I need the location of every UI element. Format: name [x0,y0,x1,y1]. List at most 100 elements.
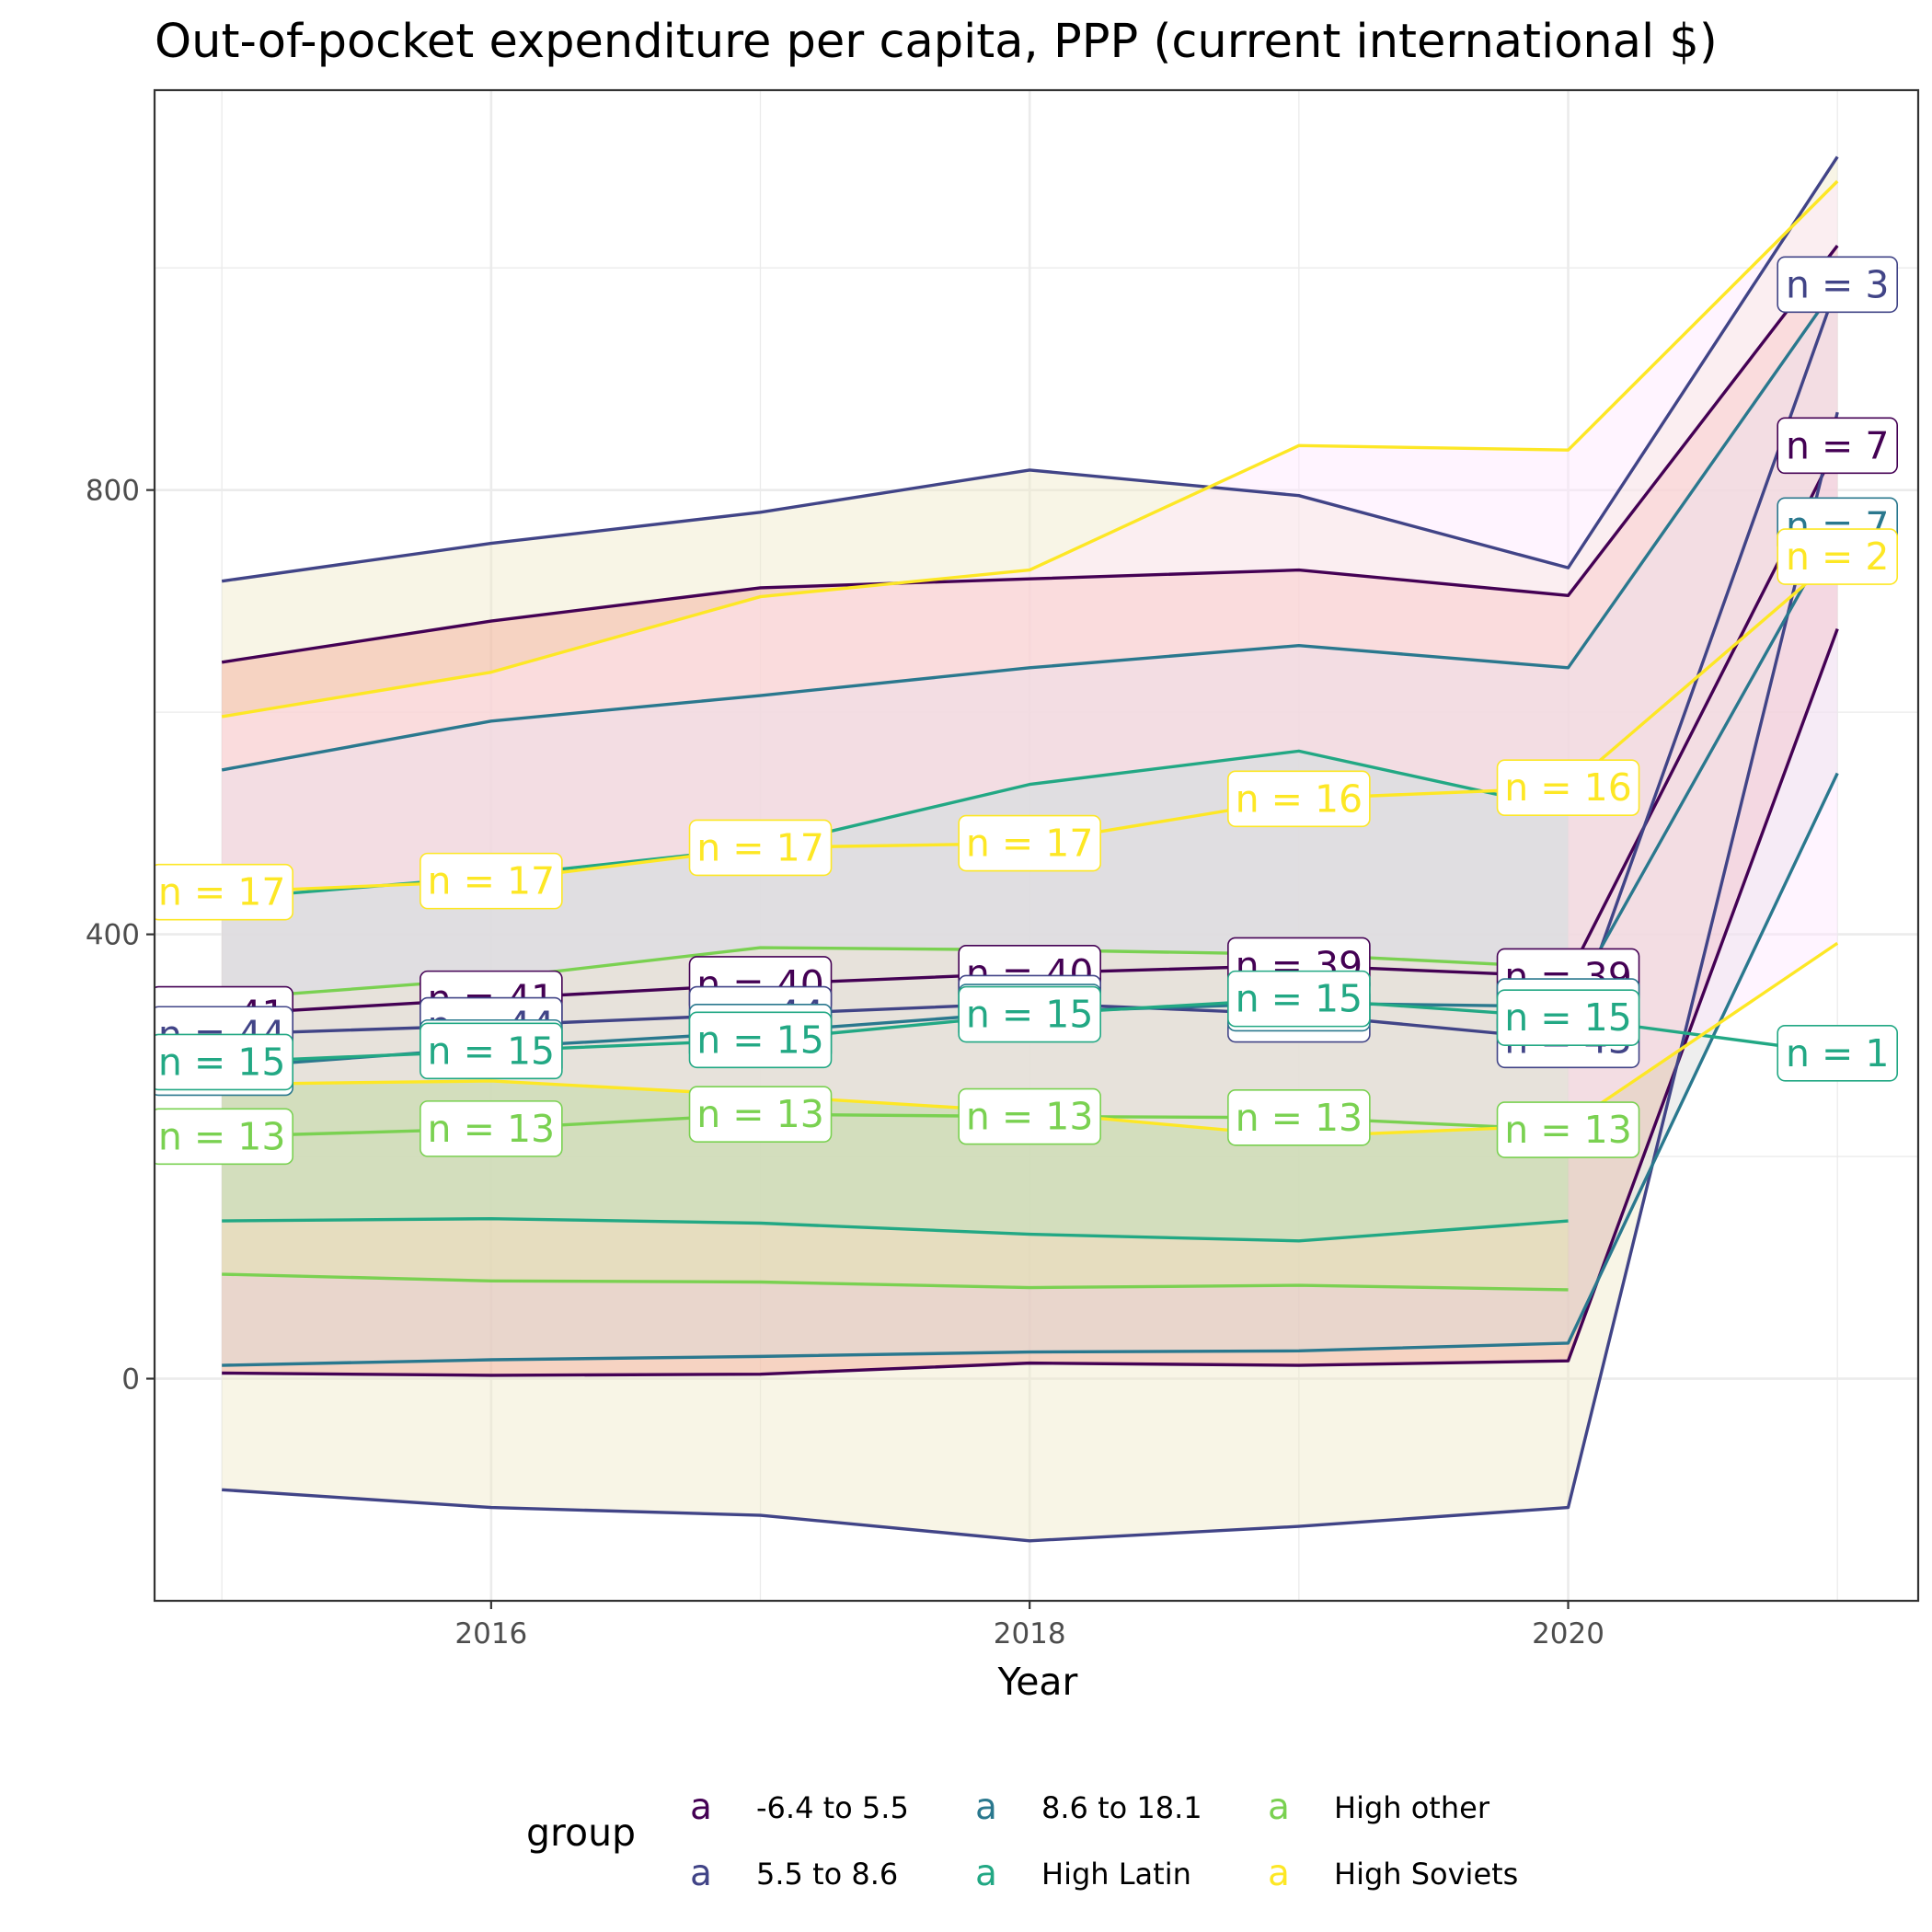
n-label: n = 17 [420,852,563,910]
lower-line-5-5-to-8-6 [222,411,1839,1543]
legend-label: High Latin [1041,1857,1191,1892]
n-label: n = 3 [1777,256,1898,314]
n-label: n = 17 [688,819,833,877]
y-axis-ticks: 0 400 800 [86,475,155,1397]
n-label-text: n = 17 [966,822,1094,866]
legend-label: -6.4 to 5.5 [756,1790,909,1825]
n-label-text: n = 15 [696,1018,824,1062]
n-label-text: n = 3 [1786,262,1890,306]
chart-title: Out-of-pocket expenditure per capita, PP… [155,15,1718,69]
n-label-box [1496,989,1640,1046]
n-label-text: n = 17 [428,859,556,903]
n-label-box [1496,1101,1640,1158]
n-label: n = 17 [155,863,293,921]
n-label-box [155,1033,293,1091]
legend-label: High Soviets [1334,1857,1518,1892]
n-label-box [1227,1089,1371,1146]
n-label-box [1496,759,1640,817]
n-label-text: n = 17 [158,870,286,914]
n-label: n = 13 [155,1108,293,1166]
n-label: n = 13 [1227,1089,1371,1146]
n-label-group: n = 41n = 41n = 40n = 40n = 39n = 39n = … [155,256,1898,1166]
lower-line-high-other [222,1272,1569,1292]
n-label-text: n = 15 [1236,977,1363,1021]
upper-line-8-6-to-18-1 [221,283,1839,772]
n-label: n = 13 [688,1086,833,1143]
y-tick-label: 400 [86,919,140,952]
n-label-box [1777,1024,1898,1082]
n-label: n = 13 [958,1087,1101,1145]
n-label-box [958,985,1101,1043]
legend-key-glyph: a [690,1853,712,1894]
n-label: n = 15 [958,985,1101,1043]
n-label: n = 2 [1777,528,1898,585]
n-label-text: n = 1 [1786,1031,1890,1075]
legend: group a -6.4 to 5.5 a 5.5 to 8.6 a 8.6 to 18.… [526,1787,1518,1894]
n-label: n = 15 [155,1033,293,1091]
upper-line-5-5-to-8-6 [221,155,1839,583]
legend-label: 8.6 to 18.1 [1041,1790,1202,1825]
panel-frame [153,88,1920,1603]
n-label: n = 13 [420,1100,563,1157]
lower-line--6-4-to-5-5 [222,627,1839,1377]
n-label: n = 7 [1777,417,1898,475]
n-label: n = 15 [1496,989,1640,1046]
n-label: n = 17 [958,814,1101,872]
n-label-box [688,1011,833,1069]
n-label-text: n = 17 [696,825,824,869]
n-label-box [958,814,1101,872]
n-label-box [155,1108,293,1166]
n-label-box [1227,970,1371,1028]
y-tick-label: 800 [86,475,140,508]
n-label-box [1777,256,1898,314]
n-label-box [958,1087,1101,1145]
legend-key-glyph: a [690,1787,712,1828]
n-label-text: n = 13 [696,1092,824,1136]
n-label: n = 15 [420,1022,563,1080]
legend-title: group [526,1811,636,1855]
legend-item: a High Latin [975,1853,1191,1894]
legend-key-glyph: a [1268,1853,1290,1894]
n-label: n = 13 [1496,1101,1640,1158]
x-tick-label: 2016 [454,1617,527,1650]
n-labels: n = 41n = 41n = 40n = 40n = 39n = 39n = … [155,256,1898,1166]
n-label-box [420,1100,563,1157]
n-label: n = 1 [1777,1024,1898,1082]
ribbon-high-soviets [222,181,1838,1137]
legend-label: High other [1334,1790,1490,1825]
legend-item: a -6.4 to 5.5 [690,1787,909,1828]
n-label-text: n = 13 [966,1095,1094,1139]
n-label-text: n = 2 [1786,535,1890,579]
n-label-box [420,1022,563,1080]
n-label-text: n = 15 [1504,995,1632,1040]
n-label-text: n = 13 [1236,1096,1363,1140]
n-label-text: n = 16 [1236,776,1363,821]
x-tick-label: 2020 [1532,1617,1604,1650]
n-label-box [420,852,563,910]
ribbon--6-4-to-5-5 [222,246,1838,1375]
panel-border [153,88,1920,1603]
lower-line-8-6-to-18-1 [222,772,1839,1367]
n-label-text: n = 15 [158,1040,286,1084]
lower-line-high-latin [222,1216,1569,1243]
x-axis-title: Year [997,1660,1078,1704]
legend-item: a 5.5 to 8.6 [690,1853,898,1894]
n-label-box [1777,528,1898,585]
n-label: n = 15 [688,1011,833,1069]
n-label-box [688,1086,833,1143]
n-label-box [1777,417,1898,475]
n-label-box [1227,770,1371,828]
n-label-box [688,819,833,877]
n-label-text: n = 16 [1504,765,1632,810]
x-tick-label: 2018 [994,1617,1066,1650]
legend-item: a 8.6 to 18.1 [975,1787,1202,1828]
n-label-box [155,863,293,921]
legend-key-glyph: a [1268,1787,1290,1828]
legend-key-glyph: a [975,1787,997,1828]
legend-label: 5.5 to 8.6 [756,1857,898,1892]
n-label: n = 16 [1496,759,1640,817]
n-label-text: n = 13 [1504,1108,1632,1152]
upper-line--6-4-to-5-5 [221,244,1839,664]
legend-key-glyph: a [975,1853,997,1894]
